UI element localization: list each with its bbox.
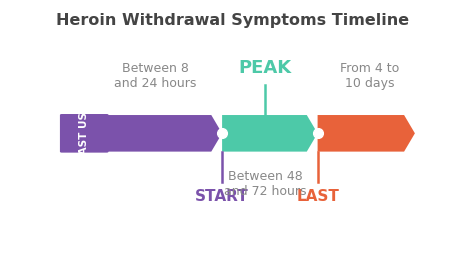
Text: START: START (195, 189, 249, 204)
FancyBboxPatch shape (60, 114, 108, 153)
Text: Heroin Withdrawal Symptoms Timeline: Heroin Withdrawal Symptoms Timeline (56, 13, 409, 28)
Polygon shape (222, 115, 318, 152)
Text: Between 8
and 24 hours: Between 8 and 24 hours (114, 62, 197, 90)
Polygon shape (318, 115, 415, 152)
Text: From 4 to
10 days: From 4 to 10 days (340, 62, 399, 90)
Text: Between 48
and 72 hours: Between 48 and 72 hours (224, 170, 306, 198)
Text: LAST: LAST (296, 189, 339, 204)
Polygon shape (105, 115, 222, 152)
Text: PEAK: PEAK (239, 59, 292, 77)
Text: LAST USE: LAST USE (79, 105, 89, 161)
